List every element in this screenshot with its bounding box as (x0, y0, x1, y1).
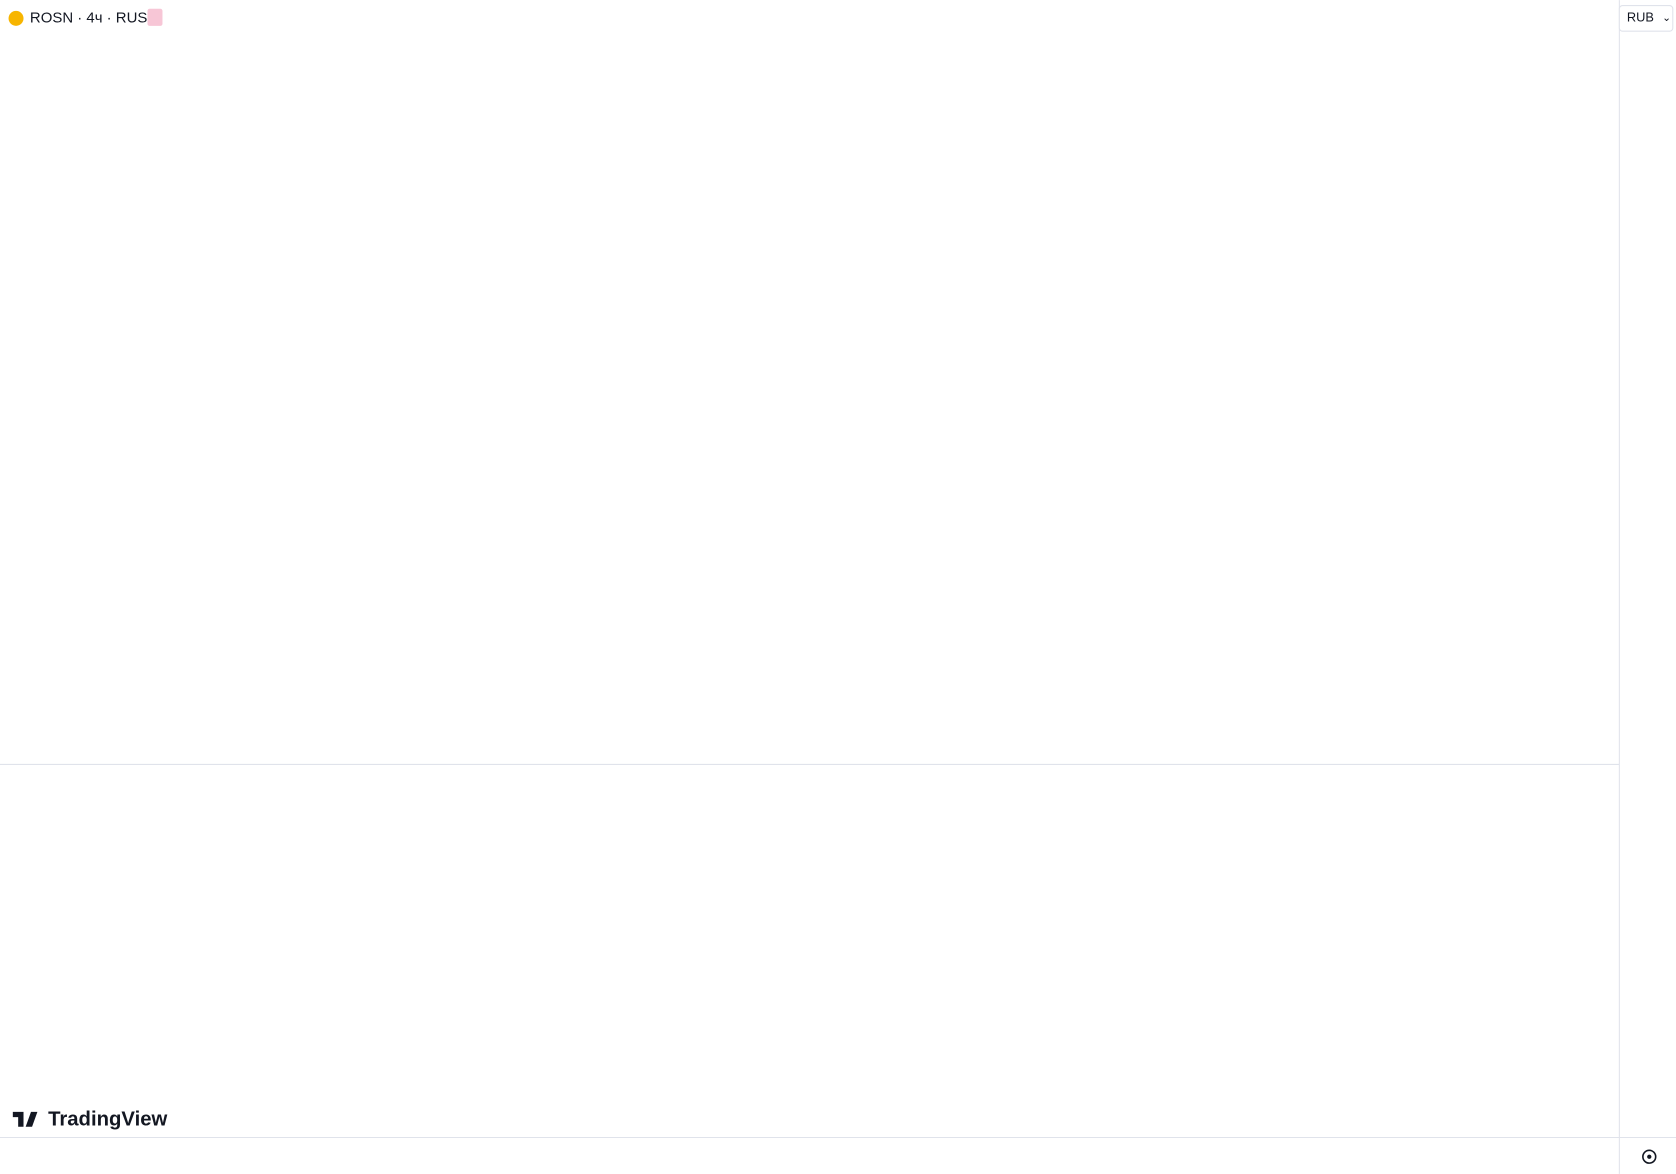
logo-text: TradingView (48, 1109, 167, 1131)
flag-icon (147, 8, 163, 26)
legend-bg (0, 4, 161, 33)
settings-icon-dot[interactable] (1647, 1154, 1652, 1159)
symbol-icon (8, 10, 24, 26)
currency-label[interactable]: RUB (1627, 10, 1654, 25)
symbol-title: ROSN · 4ч · RUS (30, 9, 147, 26)
currency-button[interactable] (1618, 4, 1674, 32)
logo-icon (12, 1111, 38, 1127)
settings-icon[interactable] (1642, 1149, 1657, 1164)
currency-caret[interactable]: ⌄ (1662, 12, 1671, 24)
